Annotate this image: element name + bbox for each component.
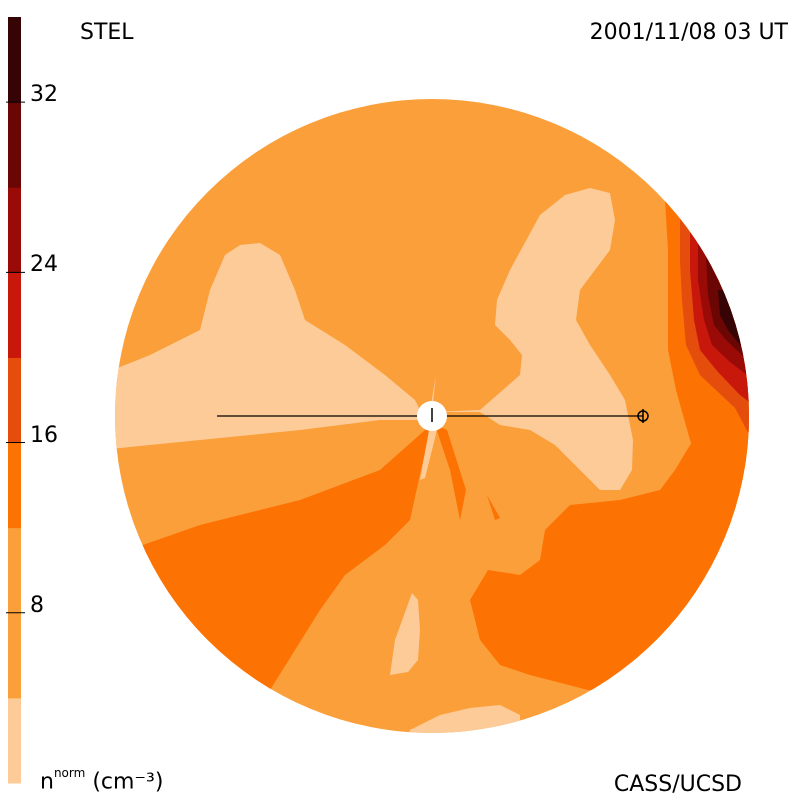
colorbar-segment-0	[8, 697, 21, 784]
credit-label: CASS/UCSD	[613, 772, 742, 797]
unit-symbol: n	[40, 769, 54, 795]
colorbar-ticks	[6, 101, 25, 614]
colorbar-tick-label-32: 32	[30, 82, 58, 108]
light-streak-lower	[390, 593, 420, 675]
colorbar-tick-label-16: 16	[30, 422, 58, 448]
colorbar-tick-label-24: 24	[30, 252, 58, 278]
colorbar-segment-5	[8, 187, 21, 273]
datetime-label: 2001/11/08 03 UT	[589, 20, 788, 45]
colorbar-segment-4	[8, 272, 21, 358]
light-region-left	[115, 243, 425, 450]
colorbar	[8, 17, 21, 784]
unit-label: nnorm (cm⁻³)	[40, 767, 164, 795]
unit-superscript: norm	[53, 766, 86, 780]
dense-wedge-center	[435, 425, 466, 520]
colorbar-segment-6	[8, 102, 21, 188]
unit-text: (cm⁻³)	[92, 769, 164, 795]
dense-wedge-small	[487, 495, 500, 520]
density-disk	[115, 99, 749, 733]
colorbar-segment-2	[8, 442, 21, 529]
light-region-upper-right	[430, 188, 633, 490]
colorbar-segment-7	[8, 17, 21, 103]
colorbar-tick-label-8: 8	[30, 592, 44, 618]
light-streak-below	[420, 425, 437, 480]
source-label: STEL	[80, 20, 134, 45]
colorbar-segment-3	[8, 357, 21, 444]
